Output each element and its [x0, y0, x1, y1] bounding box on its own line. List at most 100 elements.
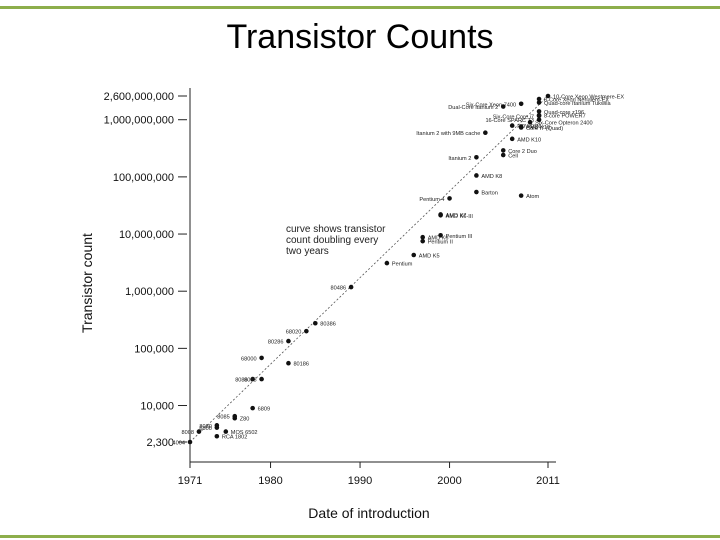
data-point: [447, 196, 452, 201]
data-point-label: AMD K10: [526, 125, 550, 131]
data-point: [518, 193, 524, 198]
data-point-label: Quad-core Itanium Tukwila: [544, 101, 611, 107]
data-point: [232, 413, 238, 419]
y-axis-title: Transistor count: [79, 233, 95, 333]
data-point-label: Six-Core Core i7: [493, 114, 534, 120]
x-tick-label: 1971: [178, 475, 202, 487]
data-point: [286, 360, 291, 366]
data-point: [420, 238, 426, 244]
data-point-label: 6809: [258, 407, 270, 413]
data-point: [500, 104, 506, 109]
data-point: [536, 109, 542, 114]
data-point: [259, 355, 264, 361]
data-point-label: 8086: [235, 378, 247, 384]
data-point-label: 10-Core Xeon Westmere-EX: [553, 95, 624, 101]
data-point: [509, 123, 515, 128]
slide-title: Transistor Counts: [226, 18, 494, 56]
data-point: [527, 119, 533, 125]
data-point-label: 8-Core Xeon Nehalem-EX: [544, 98, 609, 104]
data-point: [420, 234, 426, 240]
data-point-label: Pentium 4: [419, 197, 444, 203]
data-point: [438, 233, 443, 238]
data-point-label: Pentium: [392, 262, 413, 268]
data-point-label: Six-Core Xeon 7400: [466, 102, 516, 108]
data-point-label: Atom: [526, 194, 539, 200]
data-point-label: Barton: [481, 191, 497, 197]
data-point-label: MOS 6502: [231, 430, 258, 436]
x-tick-label: 1980: [258, 475, 282, 487]
top-accent-rule: [0, 6, 720, 9]
data-point: [214, 425, 220, 430]
data-point: [250, 376, 255, 382]
data-point: [384, 260, 390, 266]
data-point: [518, 101, 524, 107]
trend-line: [189, 95, 549, 443]
data-point: [313, 320, 318, 326]
data-point: [196, 429, 202, 434]
data-point-label: 8085: [217, 415, 229, 421]
data-point-label: AMD K5: [419, 253, 440, 259]
data-point: [474, 155, 479, 160]
data-point: [536, 96, 542, 102]
data-point: [474, 173, 479, 178]
data-point: [187, 439, 193, 445]
data-point: [286, 338, 291, 344]
data-point: [223, 429, 229, 434]
data-point-label: Core 2 Duo: [508, 149, 537, 155]
data-point-label: Pentium III: [446, 234, 473, 240]
data-point-label: AMD K7: [446, 213, 467, 219]
data-point-label: AMD K10: [517, 137, 541, 143]
data-point-label: Pentium II: [428, 240, 454, 246]
data-point: [438, 212, 443, 217]
y-tick-label: 1,000,000: [125, 286, 174, 298]
y-tick-label: 10,000,000: [119, 229, 174, 241]
data-point: [518, 124, 524, 129]
data-point-label: Cell: [508, 154, 518, 160]
data-point: [509, 136, 515, 142]
data-point: [304, 328, 309, 334]
data-point-label: Itanium 2: [448, 156, 471, 162]
x-tick-label: 2011: [536, 475, 560, 487]
x-axis-title: Date of introduction: [308, 505, 429, 521]
data-point-label: 8008: [181, 430, 193, 436]
x-tick-label: 1990: [348, 475, 372, 487]
trend-annotation: curve shows transistor count doubling eve…: [286, 224, 386, 257]
bottom-accent-rule: [0, 535, 720, 538]
y-tick-label: 100,000: [134, 343, 174, 355]
data-point: [348, 284, 354, 290]
data-point-label: 68000: [241, 356, 257, 362]
data-point: [411, 252, 417, 258]
data-point-label: 8088: [244, 378, 256, 384]
data-point: [500, 148, 506, 153]
data-point-label: Z80: [240, 417, 250, 423]
data-point-label: 80486: [331, 286, 347, 292]
data-point-label: AMD K8: [481, 174, 502, 180]
data-point-label: AMD K6-III: [446, 214, 474, 220]
data-point-label: RCA 1802: [222, 435, 248, 441]
data-point-label: 6800: [199, 426, 211, 432]
data-point-label: Core i7 (Quad): [526, 126, 563, 132]
data-point-label: AMD K6: [428, 236, 449, 242]
data-point-label: 16-Core SPARC T3: [485, 118, 534, 124]
data-point: [474, 189, 479, 195]
data-point-label: POWER6: [517, 124, 541, 130]
data-point: [545, 93, 551, 99]
data-point-label: 80186: [293, 362, 309, 368]
data-point-label: 80386: [320, 322, 336, 328]
y-tick-label: 2,600,000,000: [104, 91, 174, 103]
y-tick-label: 100,000,000: [113, 172, 174, 184]
data-point: [536, 113, 542, 119]
x-tick-label: 2000: [437, 475, 461, 487]
data-point: [536, 100, 542, 105]
data-point-label: Itanium 2 with 9MB cache: [416, 131, 480, 137]
data-point-label: 4004: [173, 441, 185, 447]
data-point-label: Dual-Core Itanium 2: [448, 105, 498, 111]
data-point: [483, 130, 488, 136]
y-tick-label: 1,000,000,000: [104, 115, 174, 127]
data-point-label: 8-core POWER7: [544, 114, 586, 120]
data-point: [259, 376, 264, 382]
data-point-label: 8080: [199, 424, 211, 430]
data-point-label: 80286: [268, 340, 284, 346]
data-point: [500, 152, 506, 158]
